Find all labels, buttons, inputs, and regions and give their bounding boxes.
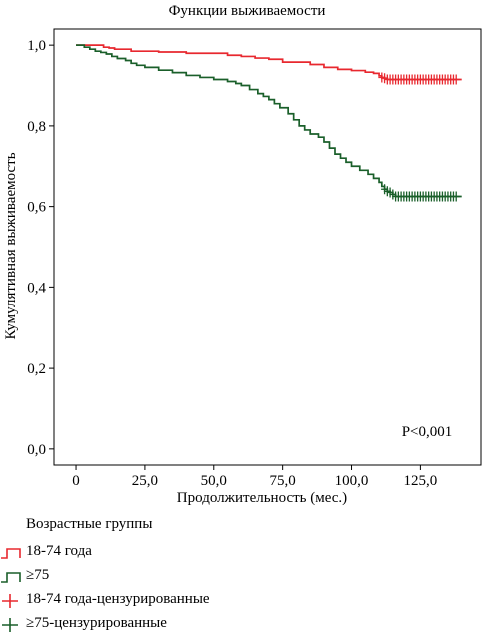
legend-plus-icon-red	[2, 594, 18, 608]
censor-markers-2	[378, 72, 460, 85]
y-tick-label: 1,0	[27, 38, 46, 54]
legend-label-18-74-censored: 18-74 года-цензурированные	[26, 591, 210, 607]
y-tick-label: 0,8	[27, 119, 46, 135]
p-value-annotation: P<0,001	[402, 424, 453, 440]
censor-markers-3	[381, 184, 460, 202]
legend-label-18-74: 18-74 года	[26, 543, 92, 559]
legend-title: Возрастные группы	[26, 516, 153, 532]
survival-curve-1	[76, 44, 462, 198]
x-tick-label: 0	[72, 473, 80, 489]
survival-curve-0	[76, 44, 462, 81]
series-layer	[76, 44, 462, 202]
x-axis-label: Продолжительность (мес.)	[177, 490, 347, 506]
axes: 0,0 0,2 0,4 0,6 0,8 1,0 0 25,0 50,0 75,0 100,0 125,…	[27, 38, 437, 489]
y-tick-label: 0,4	[27, 280, 46, 296]
legend-plus-icon-green	[2, 618, 18, 632]
legend-label-75plus-censored: ≥75-цензурированные	[26, 615, 167, 631]
y-tick-label: 0,6	[27, 200, 46, 216]
y-axis-label: Кумулятивная выживаемость	[3, 152, 19, 339]
x-tick-label: 25,0	[132, 473, 158, 489]
censor-mark	[452, 191, 460, 202]
x-tick-label: 100,0	[335, 473, 369, 489]
legend-step-icon-green	[1, 572, 21, 583]
y-tick-label: 0,2	[27, 361, 46, 377]
x-tick-label: 50,0	[201, 473, 227, 489]
legend-label-75plus: ≥75	[26, 567, 50, 583]
legend-step-icon-red	[1, 548, 21, 559]
chart-title: Функции выживаемости	[169, 3, 326, 19]
x-tick-label: 75,0	[270, 473, 296, 489]
x-tick-label: 125,0	[404, 473, 438, 489]
y-tick-label: 0,0	[27, 442, 46, 458]
plot-frame	[53, 28, 482, 466]
censor-mark	[452, 74, 460, 85]
survival-chart: Функции выживаемости 0,00,20,40,60,81,00…	[3, 3, 482, 506]
